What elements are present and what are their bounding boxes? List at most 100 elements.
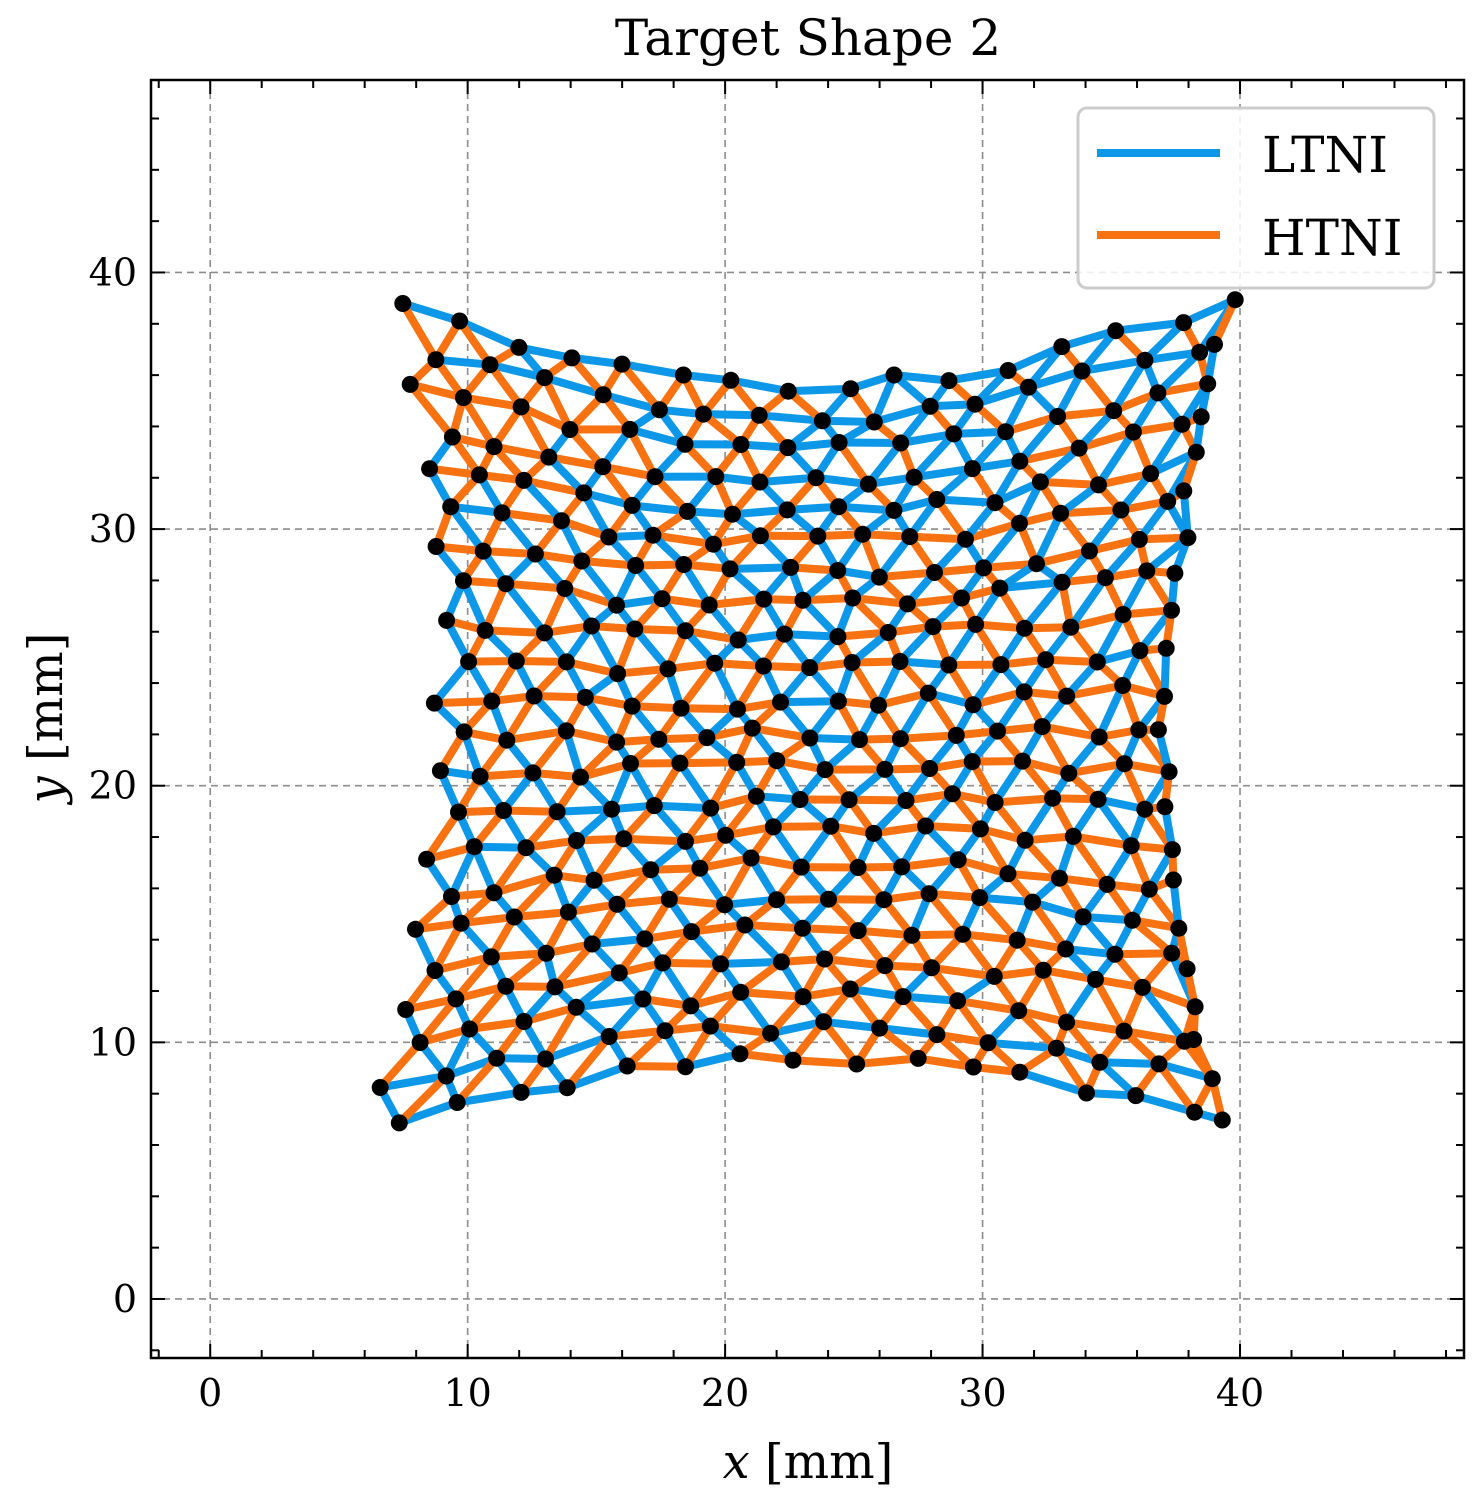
mesh-node — [1014, 752, 1031, 770]
mesh-node — [583, 617, 600, 635]
mesh-node — [654, 954, 672, 972]
edge-ltni — [896, 429, 958, 447]
mesh-node — [455, 723, 473, 741]
edge-ltni — [577, 557, 621, 610]
mesh-node — [954, 925, 972, 943]
mesh-node — [498, 731, 516, 749]
y-tick-label: 40 — [89, 250, 137, 294]
mesh-node — [1136, 800, 1154, 818]
mesh-node — [676, 435, 694, 453]
edge-ltni — [446, 502, 488, 556]
mesh-node — [815, 1013, 833, 1031]
edge-htni — [490, 442, 553, 462]
edge-htni — [875, 568, 939, 582]
edge-htni — [740, 921, 807, 933]
edge-htni — [1075, 428, 1138, 453]
mesh-node — [1062, 618, 1080, 636]
mesh-node — [1052, 504, 1070, 522]
edge-htni — [1069, 832, 1112, 889]
mesh-node — [642, 861, 660, 879]
mesh-node — [966, 395, 984, 413]
mesh-node — [1107, 322, 1125, 340]
mesh-node — [455, 572, 472, 590]
mesh-node — [1106, 945, 1124, 963]
mesh-node — [830, 498, 848, 516]
mesh-node — [465, 838, 483, 856]
edge-htni — [562, 657, 622, 678]
mesh-node — [497, 977, 515, 995]
mesh-node — [792, 858, 810, 876]
mesh-node — [986, 794, 1004, 811]
edge-ltni — [650, 801, 715, 813]
x-axis-label: x [mm] — [723, 1434, 894, 1490]
edge-ltni — [1153, 348, 1204, 397]
mesh-node — [474, 542, 492, 560]
mesh-node — [728, 753, 746, 771]
mesh-node — [992, 656, 1010, 674]
mesh-node — [1010, 1002, 1028, 1020]
mesh-node — [603, 800, 621, 818]
edge-ltni — [1032, 509, 1065, 568]
mesh-node — [485, 884, 503, 902]
edge-htni — [550, 968, 624, 991]
edge-htni — [481, 579, 510, 635]
edge-htni — [675, 758, 741, 768]
mesh-node — [822, 817, 840, 835]
mesh-node — [418, 850, 436, 868]
mesh-node — [536, 369, 554, 387]
edge-ltni — [618, 360, 688, 379]
mesh-node — [1105, 402, 1123, 420]
mesh-node — [851, 731, 868, 749]
edge-htni — [479, 547, 540, 558]
mesh-node — [1011, 452, 1029, 470]
mesh-node — [891, 730, 909, 748]
edge-htni — [395, 1072, 451, 1127]
mesh-node — [1016, 619, 1033, 637]
mesh-node — [768, 752, 786, 770]
mesh-node — [594, 458, 612, 476]
mesh-node — [1044, 789, 1062, 807]
y-tick-label: 20 — [89, 764, 137, 808]
edge-htni — [819, 1017, 861, 1068]
mesh-node — [1020, 378, 1037, 396]
mesh-node — [841, 980, 859, 998]
mesh-node — [736, 916, 754, 934]
edge-htni — [953, 996, 993, 1047]
mesh-node — [1185, 1031, 1203, 1048]
mesh-node — [568, 832, 585, 849]
edge-htni — [695, 854, 756, 873]
mesh-node — [879, 624, 897, 641]
edge-htni — [687, 921, 749, 936]
edge-htni — [869, 822, 930, 838]
edge-htni — [1056, 506, 1125, 518]
mesh-node — [1192, 408, 1210, 426]
mesh-node — [791, 791, 809, 808]
edge-htni — [528, 726, 571, 777]
edge-htni — [540, 373, 574, 434]
mesh-node — [575, 484, 593, 502]
edge-htni — [520, 1003, 581, 1026]
mesh-node — [940, 656, 958, 674]
edge-ltni — [971, 383, 1033, 409]
mesh-node — [371, 1079, 389, 1096]
edge-ltni — [675, 759, 715, 813]
mesh-node — [1123, 911, 1141, 929]
mesh-node — [731, 1045, 749, 1063]
mesh-node — [742, 849, 760, 867]
mesh-node — [548, 803, 566, 821]
edge-htni — [530, 692, 590, 702]
edge-htni — [406, 380, 457, 441]
edge-htni — [896, 731, 961, 743]
mesh-node — [476, 621, 494, 639]
edge-htni — [975, 893, 1022, 945]
mesh-node — [1114, 606, 1132, 623]
mesh-node — [675, 556, 693, 573]
mesh-node — [451, 312, 469, 330]
mesh-node — [971, 820, 989, 838]
mesh-node — [1140, 880, 1158, 898]
mesh-node — [870, 696, 887, 714]
mesh-node — [460, 653, 478, 671]
mesh-node — [678, 502, 696, 520]
mesh-node — [1206, 335, 1223, 353]
edge-htni — [1038, 722, 1073, 778]
